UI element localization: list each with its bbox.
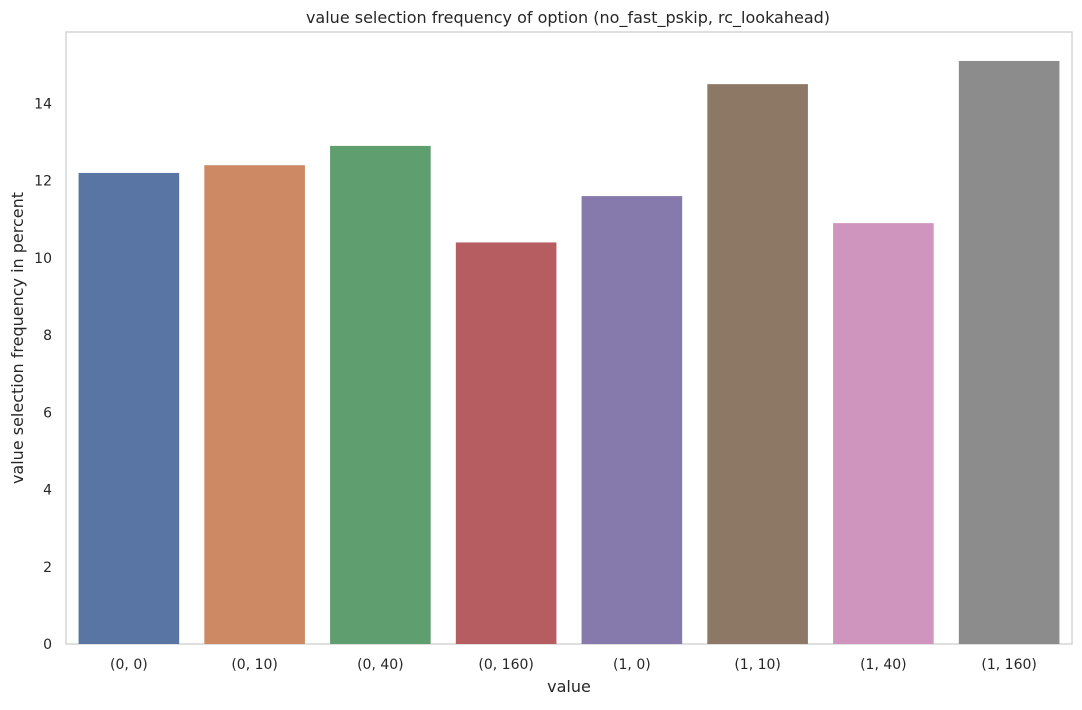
y-tick-label: 8 (43, 328, 52, 344)
y-tick-label: 12 (34, 174, 52, 190)
bars-layer (78, 60, 1060, 644)
x-tick-label: (0, 0) (110, 657, 148, 673)
y-tick-label: 10 (34, 251, 52, 267)
x-tick-label: (1, 10) (734, 657, 781, 673)
x-tick-label: (1, 40) (860, 657, 907, 673)
bar-0 (78, 172, 180, 644)
x-tick-label: (1, 0) (613, 657, 651, 673)
chart-title: value selection frequency of option (no_… (306, 8, 830, 28)
y-tick-label: 0 (43, 637, 52, 653)
x-tick-labels: (0, 0) (0, 10) (0, 40) (0, 160) (1, 0) (1, 10… (110, 657, 1037, 673)
x-tick-label: (0, 160) (478, 657, 533, 673)
x-axis-label: value (547, 677, 591, 696)
x-tick-label: (1, 160) (981, 657, 1036, 673)
bar-6 (833, 223, 934, 644)
x-tick-label: (0, 10) (231, 657, 278, 673)
bar-2 (330, 145, 431, 644)
bar-4 (581, 196, 683, 644)
y-tick-label: 4 (43, 483, 52, 499)
y-tick-label: 2 (43, 560, 52, 576)
y-tick-label: 14 (34, 96, 52, 112)
y-tick-labels: 0 2 4 6 8 10 12 14 (34, 96, 52, 653)
y-axis-label: value selection frequency in percent (8, 192, 27, 484)
plot-area-frame (65, 31, 1073, 645)
bar-3 (455, 242, 557, 644)
y-tick-label: 6 (43, 405, 52, 421)
bar-5 (707, 84, 808, 644)
bar-7 (958, 60, 1060, 644)
x-tick-label: (0, 40) (357, 657, 404, 673)
bar-1 (204, 165, 305, 644)
